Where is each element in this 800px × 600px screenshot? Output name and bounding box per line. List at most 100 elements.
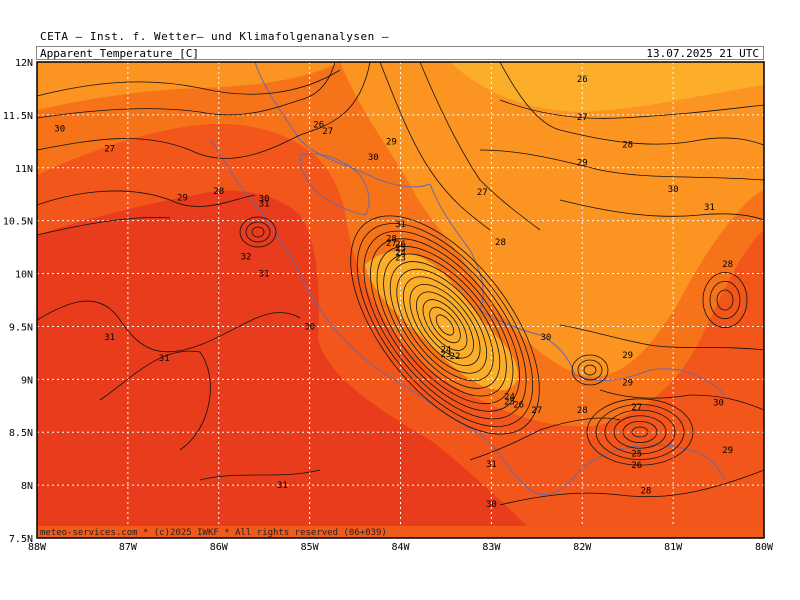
isotherm-highland-cold-core xyxy=(376,245,514,405)
isotherm-label: 31 xyxy=(104,333,115,343)
isotherm-label: 31 xyxy=(159,354,170,364)
isotherm-small-core xyxy=(571,354,609,386)
isotherm-panama-cold-core xyxy=(604,409,676,455)
map-title: CETA — Inst. f. Wetter— und Klimafolgena… xyxy=(40,30,390,43)
isotherm-panama-cold-core xyxy=(586,398,694,466)
isotherm-label: 27 xyxy=(631,403,642,413)
isotherm-line xyxy=(37,62,336,119)
isotherm-label: 30 xyxy=(486,500,497,510)
isotherm-label: 24 xyxy=(504,392,515,402)
isotherm-highland-cold-core xyxy=(363,230,527,420)
latitude-tick-label: 7.5N xyxy=(9,534,33,545)
longitude-tick-label: 86W xyxy=(210,542,229,553)
isotherm-label: 30 xyxy=(668,185,679,195)
isotherm-warm-core xyxy=(251,226,265,238)
isotherm-label: 27 xyxy=(104,145,115,155)
fill-cool-region xyxy=(340,62,764,377)
isotherm-panama-cold-core xyxy=(622,420,658,444)
latitude-tick-label: 10N xyxy=(15,270,33,281)
isotherm-label: 25 xyxy=(395,244,406,254)
isotherm-label: 22 xyxy=(450,352,461,362)
isotherm-label: 31 xyxy=(277,481,288,491)
isotherm-label: 28 xyxy=(722,260,733,270)
isotherm-label: 26 xyxy=(313,120,324,130)
isotherm-label: 24 xyxy=(441,346,452,356)
isotherm-contours xyxy=(37,62,764,506)
lat-lon-grid xyxy=(37,62,764,538)
isotherm-label: 29 xyxy=(722,446,733,456)
isotherm-label: 25 xyxy=(504,398,515,408)
isotherm-label: 26 xyxy=(577,75,588,85)
isotherm-label: 23 xyxy=(441,350,452,360)
longitude-tick-label: 83W xyxy=(482,542,501,553)
isotherm-label: 31 xyxy=(704,203,715,213)
isotherm-highland-cold-core xyxy=(435,314,455,336)
isotherm-label: 30 xyxy=(304,322,315,332)
isotherm-label: 29 xyxy=(386,137,397,147)
isotherm-line xyxy=(37,217,171,236)
isotherm-label: 31 xyxy=(259,200,270,210)
credit-strip xyxy=(37,526,764,538)
isotherm-highland-cold-core xyxy=(389,261,501,389)
parameter-bar: Apparent_Temperature_[C] 13.07.2025 21 U… xyxy=(36,46,764,60)
isotherm-label: 23 xyxy=(395,254,406,264)
credit-text: meteo-services.com * (c)2025 IWKF * All … xyxy=(40,528,387,538)
isotherm-east-warm-core xyxy=(702,272,748,328)
latitude-tick-label: 12N xyxy=(15,58,33,69)
isotherm-label: 30 xyxy=(368,153,379,163)
isotherm-highland-cold-core xyxy=(416,291,474,359)
isotherm-label: 29 xyxy=(177,193,188,203)
isotherm-label: 28 xyxy=(495,238,506,248)
isotherm-highland-cold-core xyxy=(350,215,540,435)
isotherm-highland-cold-core xyxy=(402,276,488,374)
isotherm-small-core xyxy=(577,359,603,381)
isotherm-highland-cold-core xyxy=(370,238,520,412)
latitude-tick-label: 9.5N xyxy=(9,322,33,333)
coastline-panama-gulf xyxy=(574,368,726,396)
isotherm-panama-cold-core xyxy=(595,404,685,460)
isotherm-line xyxy=(559,324,764,351)
isotherm-label: 32 xyxy=(241,253,252,263)
parameter-label: Apparent_Temperature_[C] xyxy=(40,47,199,60)
isotherm-label: 27 xyxy=(577,113,588,123)
isotherm-label: 30 xyxy=(540,333,551,343)
latitude-tick-label: 10.5N xyxy=(3,217,33,228)
isotherm-label: 25 xyxy=(631,449,642,459)
isotherm-highland-cold-core xyxy=(422,299,468,351)
isotherm-line xyxy=(199,469,321,481)
isotherm-label: 28 xyxy=(213,187,224,197)
isotherm-line xyxy=(37,190,256,207)
isotherm-label: 30 xyxy=(713,399,724,409)
isotherm-east-warm-core xyxy=(709,280,741,320)
coastline-layer xyxy=(209,62,726,496)
isotherm-line xyxy=(479,149,764,181)
isotherm-line xyxy=(599,389,764,411)
isotherm-line xyxy=(419,62,541,231)
coastline-nicaragua-lake xyxy=(299,153,370,216)
valid-time: 13.07.2025 21 UTC xyxy=(646,47,759,60)
isotherm-label: 27 xyxy=(531,406,542,416)
isotherm-line xyxy=(37,69,341,97)
isotherm-panama-cold-core xyxy=(631,426,649,438)
axis-labels: 88W 87W 86W 85W 84W 83W 82W 81W 80W 12N 11.5N 11N 10… xyxy=(3,58,774,553)
isotherm-line xyxy=(469,417,621,461)
longitude-tick-label: 88W xyxy=(28,542,47,553)
isotherm-label: 28 xyxy=(386,235,397,245)
latitude-tick-label: 9N xyxy=(21,375,33,386)
isotherm-label: 31 xyxy=(486,460,497,470)
isotherm-highland-cold-core xyxy=(409,283,481,367)
isotherm-label: 29 xyxy=(622,351,633,361)
isotherm-label: 30 xyxy=(259,194,270,204)
isotherm-highland-cold-core xyxy=(356,223,534,427)
map-frame xyxy=(36,61,765,539)
latitude-tick-label: 8N xyxy=(21,481,33,492)
isotherm-warm-core xyxy=(245,221,271,243)
isotherm-label: 29 xyxy=(622,379,633,389)
longitude-tick-label: 84W xyxy=(391,542,410,553)
isotherm-line xyxy=(37,300,301,353)
isotherm-labels: 3027292830313231303131312627302931282726… xyxy=(54,75,733,510)
isotherm-label: 28 xyxy=(577,406,588,416)
latitude-tick-label: 8.5N xyxy=(9,428,33,439)
longitude-tick-label: 80W xyxy=(755,542,774,553)
